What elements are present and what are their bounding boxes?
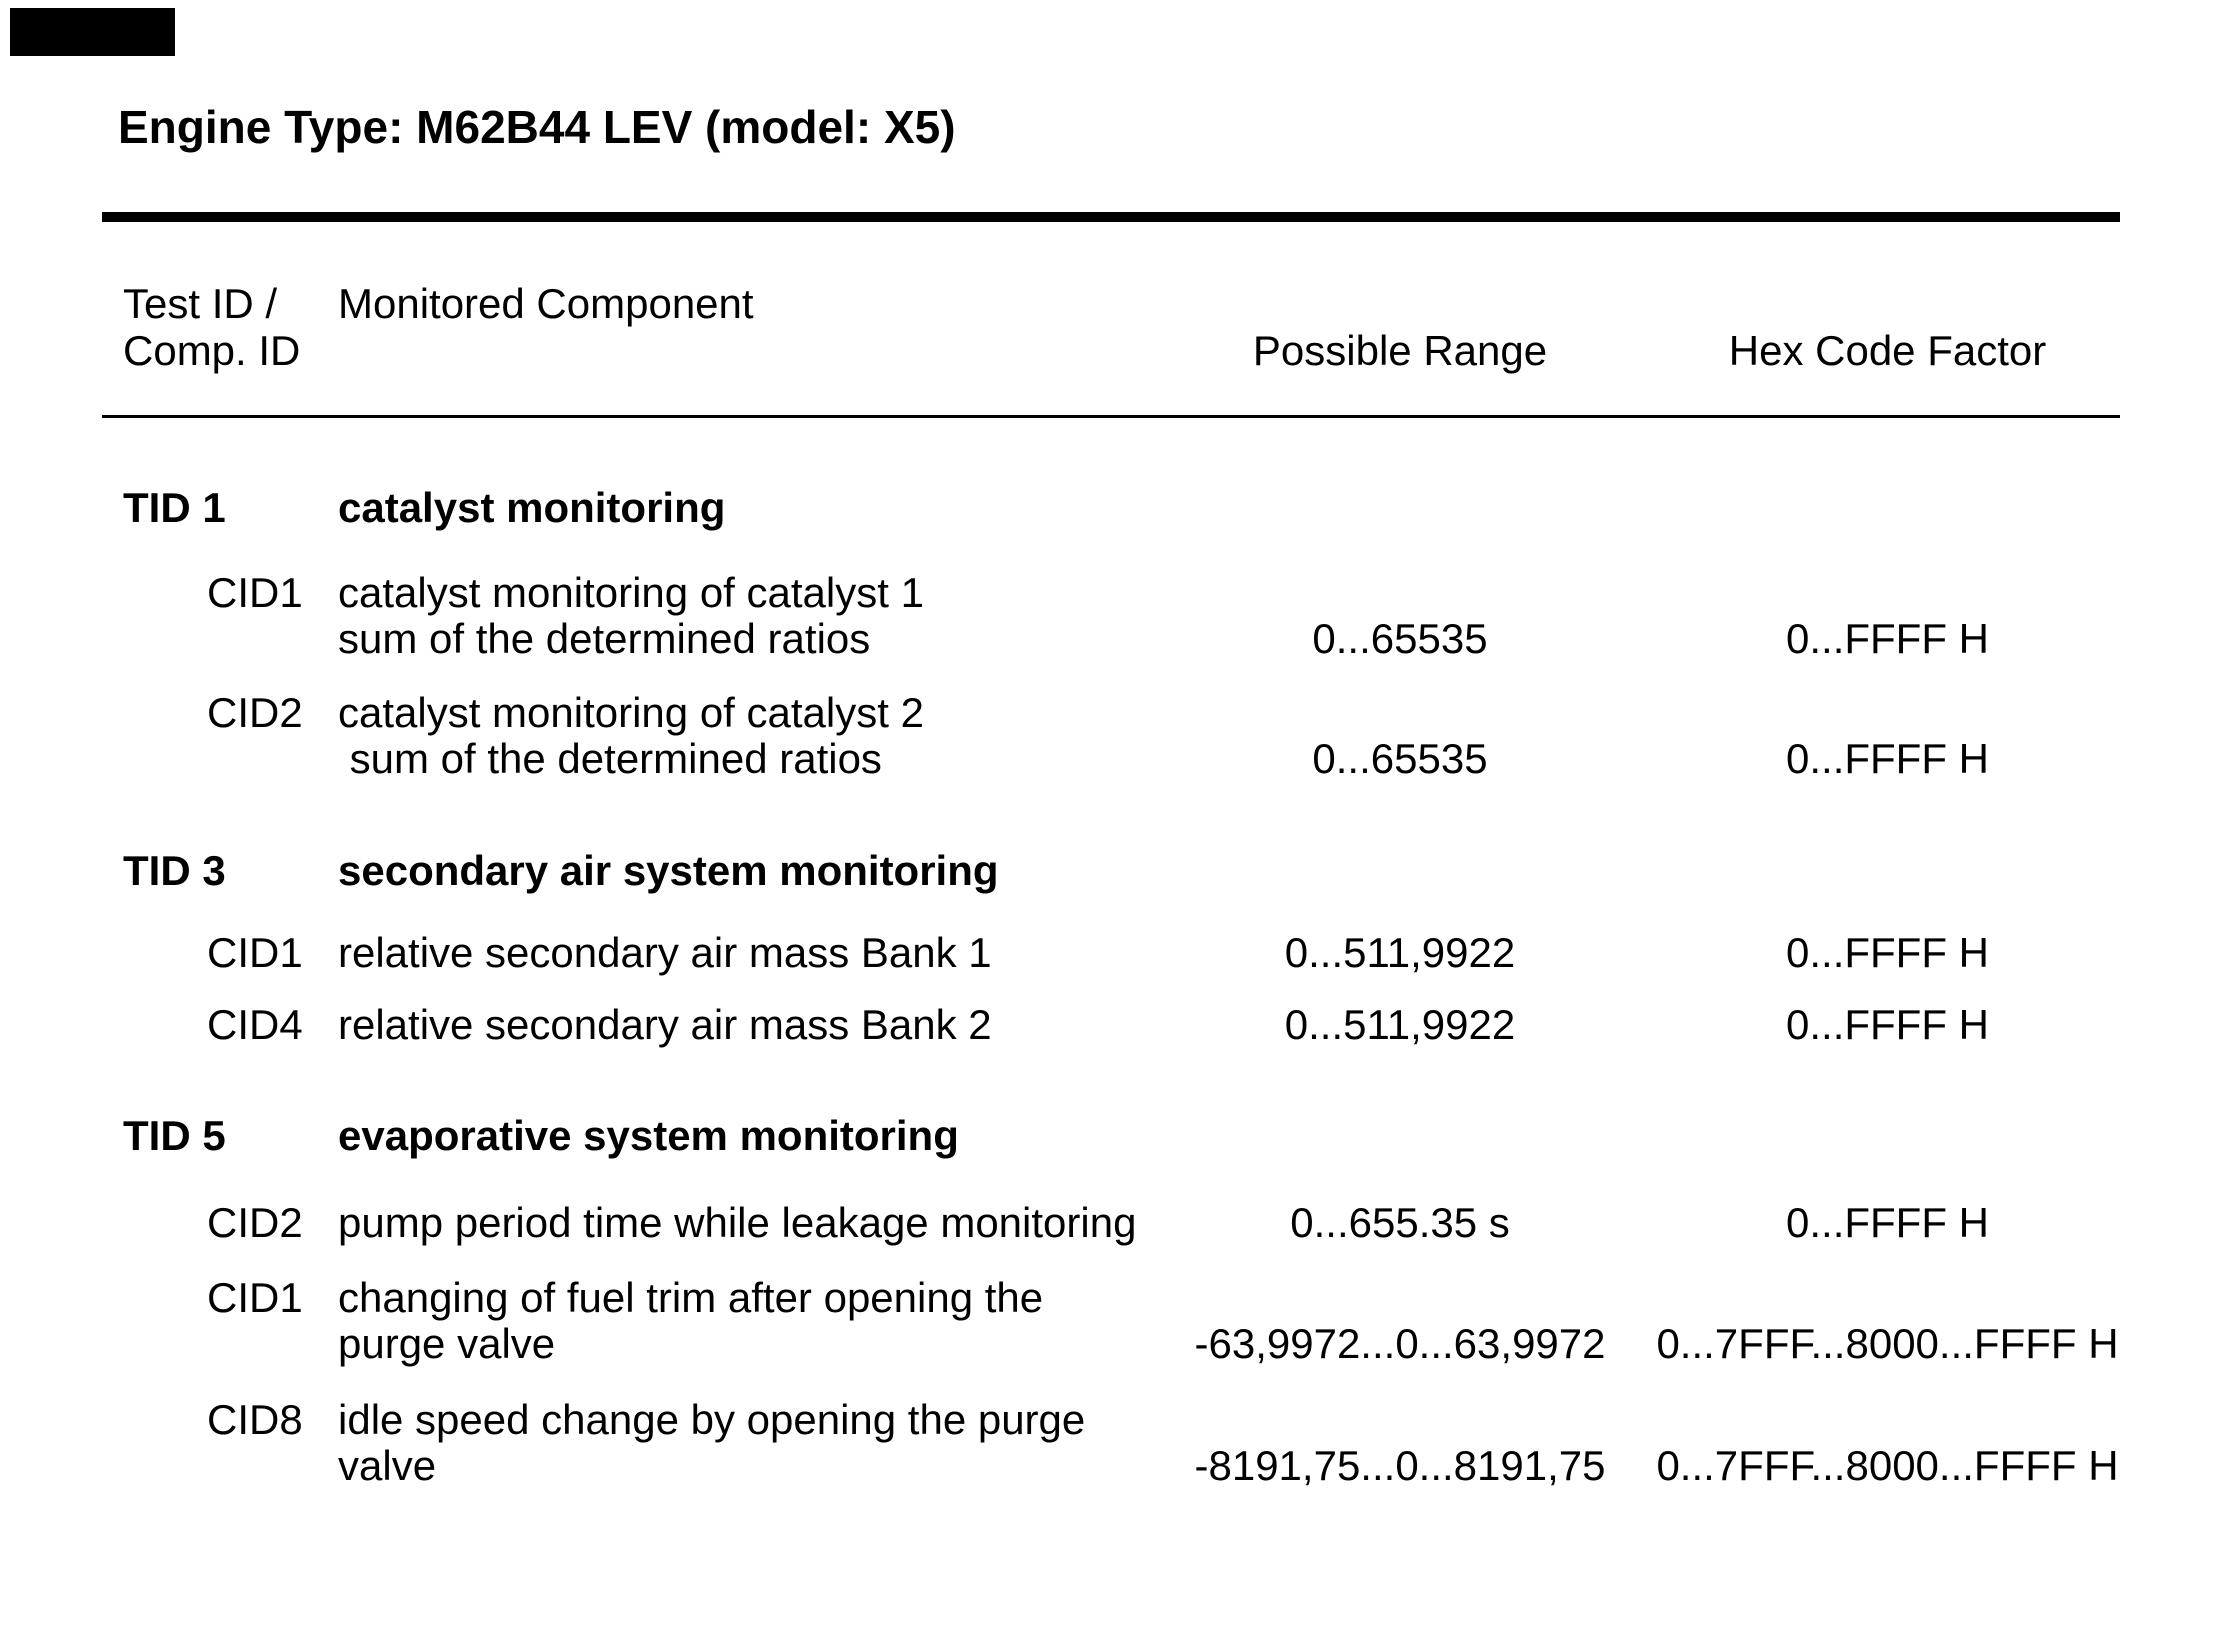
table-row: CID1 catalyst monitoring of catalyst 1 s…: [102, 570, 2120, 662]
section-header-tid3: TID 3 secondary air system monitoring: [102, 848, 2120, 894]
component-cell: relative secondary air mass Bank 2: [338, 1001, 992, 1048]
table-row: CID1 relative secondary air mass Bank 1 …: [102, 930, 2120, 976]
hex-cell: 0...FFFF H: [1786, 1199, 1989, 1246]
table-row: CID1 changing of fuel trim after opening…: [102, 1275, 2120, 1367]
tid-name: secondary air system monitoring: [338, 847, 999, 894]
cid-label: CID4: [207, 1001, 303, 1048]
scan-corner-mark: [10, 8, 175, 56]
cid-label: CID1: [207, 929, 303, 976]
tid-label: TID 3: [123, 847, 226, 894]
range-cell: -8191,75...0...8191,75: [1194, 1442, 1606, 1489]
cid-label: CID2: [207, 689, 303, 736]
table-row: CID8 idle speed change by opening the pu…: [102, 1397, 2120, 1489]
cid-label: CID8: [207, 1396, 303, 1443]
range-cell: 0...511,9922: [1284, 1001, 1516, 1048]
table-header-row: Test ID / Comp. ID Monitored Component P…: [102, 280, 2120, 374]
hex-cell: 0...FFFF H: [1786, 1001, 1989, 1048]
section-header-tid1: TID 1 catalyst monitoring: [102, 485, 2120, 531]
range-cell: 0...65535: [1312, 615, 1488, 662]
cid-label: CID1: [207, 569, 303, 616]
header-hex-code-factor: Hex Code Factor: [1728, 327, 2047, 374]
range-cell: 0...655.35 s: [1290, 1199, 1510, 1246]
tid-name: catalyst monitoring: [338, 484, 726, 531]
hex-cell: 0...FFFF H: [1786, 615, 1989, 662]
table: Test ID / Comp. ID Monitored Component P…: [102, 212, 2120, 1489]
hex-cell: 0...7FFF...8000...FFFF H: [1656, 1442, 2119, 1489]
hex-cell: 0...7FFF...8000...FFFF H: [1656, 1320, 2119, 1367]
component-cell: pump period time while leakage monitorin…: [338, 1199, 1137, 1246]
component-cell: relative secondary air mass Bank 1: [338, 929, 992, 976]
cid-label: CID2: [207, 1199, 303, 1246]
tid-label: TID 1: [123, 484, 226, 531]
table-row: CID4 relative secondary air mass Bank 2 …: [102, 1002, 2120, 1048]
tid-label: TID 5: [123, 1112, 226, 1159]
header-possible-range: Possible Range: [1252, 327, 1548, 374]
table-row: CID2 pump period time while leakage moni…: [102, 1200, 2120, 1246]
horizontal-rule-thin: [102, 415, 2120, 418]
tid-name: evaporative system monitoring: [338, 1112, 959, 1159]
page-title: Engine Type: M62B44 LEV (model: X5): [118, 101, 956, 153]
component-cell: idle speed change by opening the purge v…: [338, 1396, 1086, 1489]
section-header-tid5: TID 5 evaporative system monitoring: [102, 1113, 2120, 1159]
hex-cell: 0...FFFF H: [1786, 735, 1989, 782]
header-test-id: Test ID / Comp. ID: [123, 280, 301, 374]
component-cell: changing of fuel trim after opening the …: [338, 1274, 1044, 1367]
header-monitored-component: Monitored Component: [338, 280, 754, 327]
table-row: CID2 catalyst monitoring of catalyst 2 s…: [102, 690, 2120, 782]
component-cell: catalyst monitoring of catalyst 2 sum of…: [338, 689, 924, 782]
component-cell: catalyst monitoring of catalyst 1 sum of…: [338, 569, 924, 662]
range-cell: 0...511,9922: [1284, 929, 1516, 976]
cid-label: CID1: [207, 1274, 303, 1321]
hex-cell: 0...FFFF H: [1786, 929, 1989, 976]
horizontal-rule-thick: [102, 212, 2120, 222]
range-cell: -63,9972...0...63,9972: [1194, 1320, 1606, 1367]
range-cell: 0...65535: [1312, 735, 1488, 782]
